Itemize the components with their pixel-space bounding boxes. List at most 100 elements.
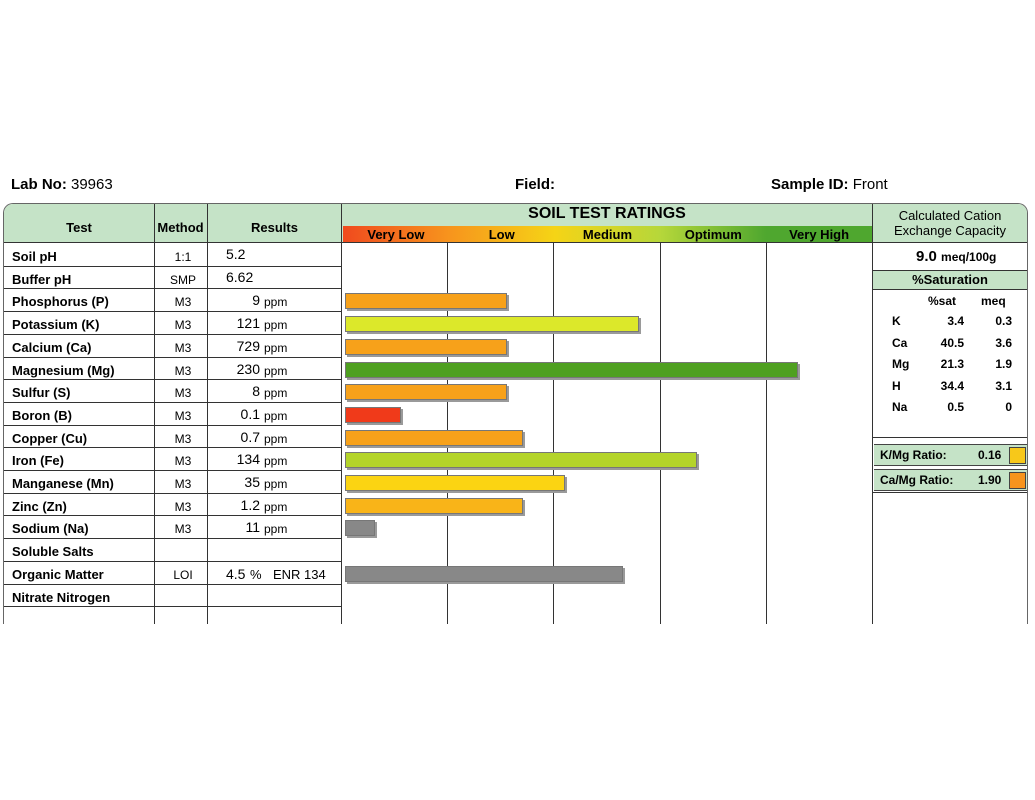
- row-method: M3: [174, 340, 192, 355]
- row-value: 4.5: [226, 565, 246, 582]
- row-method: M3: [174, 499, 192, 514]
- row-method: M3: [174, 386, 192, 401]
- row-unit: ppm: [264, 386, 288, 401]
- scale-segment-optimum: Optimum: [660, 226, 767, 242]
- row-value: 230: [236, 360, 260, 377]
- sat-ion: Ca: [892, 335, 908, 350]
- meq-col-header: meq: [981, 294, 1006, 308]
- cec-number: 9.0: [916, 248, 937, 265]
- sat-percent: 34.4: [940, 378, 964, 393]
- row-method: M3: [174, 431, 192, 446]
- column-divider: [154, 204, 155, 624]
- ratings-title: SOIL TEST RATINGS: [528, 205, 686, 222]
- row-test-name: Calcium (Ca): [12, 339, 92, 355]
- sat-percent: 21.3: [940, 357, 964, 371]
- row-extra: ENR 134: [273, 566, 326, 582]
- sat-percent: 0.5: [947, 400, 964, 414]
- cec-title-line1: Calculated Cation: [898, 208, 1002, 223]
- rating-bar: [345, 452, 698, 469]
- row-test-name: Copper (Cu): [12, 430, 88, 446]
- camg-ratio-swatch: [1009, 472, 1026, 489]
- cec-title-line2: Exchange Capacity: [893, 223, 1006, 238]
- row-divider: [4, 311, 341, 313]
- row-divider: [4, 560, 341, 562]
- row-divider: [4, 447, 341, 449]
- row-test-name: Nitrate Nitrogen: [12, 589, 111, 605]
- sat-meq: 3.1: [995, 378, 1012, 393]
- sample-id-label: Sample ID:: [771, 176, 849, 193]
- row-unit: ppm: [264, 408, 288, 423]
- row-divider: [4, 470, 341, 471]
- row-value: 9: [252, 292, 260, 309]
- row-unit: ppm: [264, 454, 288, 469]
- rating-bar: [345, 429, 523, 446]
- row-test-name: Iron (Fe): [12, 453, 64, 469]
- sat-meq: 1.9: [995, 357, 1012, 371]
- row-value: 5.2: [226, 246, 246, 262]
- rating-divider: [660, 242, 661, 624]
- row-divider: [4, 401, 341, 403]
- row-method: M3: [174, 295, 192, 310]
- row-unit: ppm: [264, 318, 288, 333]
- cec-divider: [873, 437, 1027, 438]
- row-method: M3: [174, 408, 192, 423]
- row-value: 11: [245, 519, 260, 536]
- lab-no-value: 39963: [71, 176, 113, 193]
- sat-meq: 0: [1005, 400, 1012, 414]
- row-divider: [4, 606, 341, 608]
- sat-ion: K: [892, 314, 901, 328]
- rating-bar: [345, 361, 798, 378]
- sat-ion: Na: [892, 400, 908, 414]
- cec-divider: [873, 492, 1027, 493]
- row-unit: ppm: [264, 340, 288, 355]
- saturation-title: %Saturation: [873, 270, 1027, 290]
- scale-label: Optimum: [684, 227, 742, 242]
- rating-bar: [345, 384, 507, 401]
- row-method: M3: [174, 454, 192, 469]
- row-test-name: Sodium (Na): [12, 521, 89, 537]
- lab-no: Lab No: 39963: [11, 176, 113, 193]
- column-divider: [207, 204, 208, 624]
- sat-meq: 3.6: [995, 335, 1012, 350]
- sat-meq: 0.3: [995, 314, 1012, 328]
- row-divider: [4, 333, 341, 335]
- camg-ratio-label: Ca/Mg Ratio:: [880, 473, 954, 487]
- row-divider: [4, 356, 341, 358]
- rating-divider: [766, 242, 767, 624]
- scale-segment-low: Low: [448, 226, 555, 242]
- row-unit: ppm: [264, 295, 288, 310]
- row-test-name: Magnesium (Mg): [12, 362, 115, 378]
- row-value: 0.7: [240, 428, 260, 445]
- row-method: SMP: [169, 272, 196, 287]
- cec-unit: meq/100g: [941, 250, 997, 264]
- row-method: M3: [174, 318, 192, 333]
- row-divider: [4, 424, 341, 426]
- header-divider: [4, 242, 1027, 243]
- row-method: M3: [174, 477, 192, 491]
- row-divider: [4, 492, 341, 494]
- row-test-name: Organic Matter: [12, 566, 104, 582]
- field-label: Field:: [515, 176, 555, 193]
- row-value: 8: [252, 383, 260, 400]
- row-test-name: Buffer pH: [12, 271, 72, 287]
- row-test-name: Phosphorus (P): [12, 294, 109, 310]
- row-unit: ppm: [264, 363, 288, 378]
- rating-bar: [345, 520, 375, 537]
- row-method: LOI: [173, 567, 193, 582]
- field: Field:: [515, 176, 555, 193]
- column-divider: [341, 204, 342, 624]
- row-value: 6.62: [226, 268, 254, 285]
- row-value: 134: [236, 451, 260, 468]
- row-test-name: Manganese (Mn): [12, 476, 114, 491]
- row-unit: ppm: [264, 431, 288, 446]
- row-unit: ppm: [264, 499, 288, 514]
- soil-report-table: Test Method Results SOIL TEST RATINGS Ve…: [3, 203, 1028, 624]
- camg-ratio: Ca/Mg Ratio: 1.90: [874, 469, 1027, 491]
- row-divider: [4, 288, 341, 290]
- row-unit: ppm: [264, 522, 288, 537]
- scale-label: Low: [488, 227, 515, 242]
- scale-segment-medium: Medium: [554, 226, 661, 242]
- lab-no-label: Lab No:: [11, 176, 67, 193]
- rating-bar: [345, 565, 624, 582]
- row-divider: [4, 538, 341, 540]
